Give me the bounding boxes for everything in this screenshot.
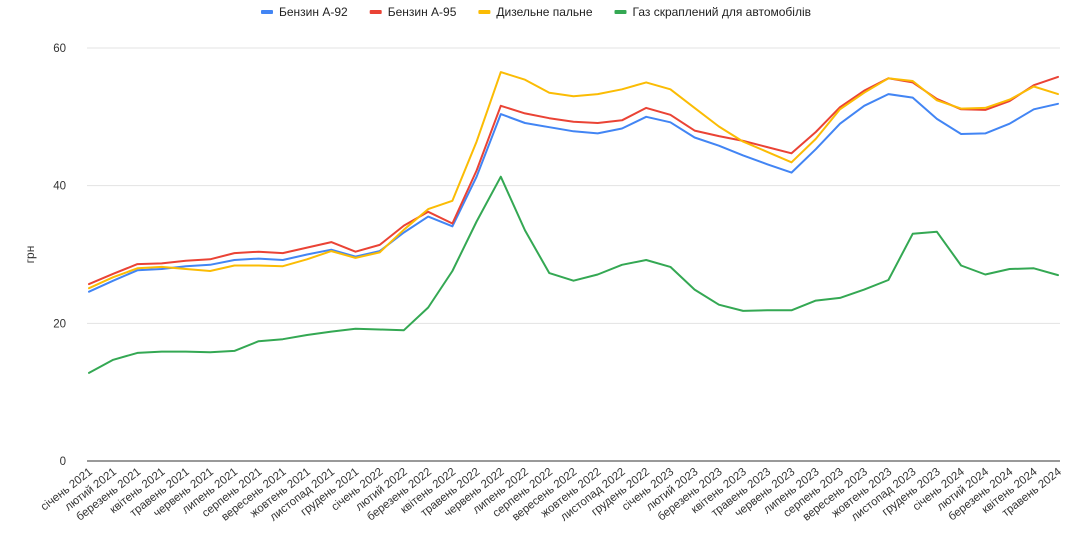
legend-label: Дизельне пальне bbox=[496, 5, 592, 19]
gridlines bbox=[87, 47, 1060, 324]
y-tick-label: 0 bbox=[60, 456, 66, 468]
y-axis-label: грн bbox=[23, 246, 37, 264]
legend-swatch bbox=[478, 10, 491, 14]
legend-swatch bbox=[261, 10, 273, 14]
legend-item-2: Дизельне пальне bbox=[478, 5, 593, 19]
series-line-1 bbox=[88, 75, 1059, 286]
series-line-2 bbox=[88, 71, 1059, 290]
legend-swatch bbox=[369, 10, 382, 14]
legend-label: Бензин А-92 bbox=[279, 5, 348, 19]
legend-item-1: Бензин А-95 bbox=[369, 5, 457, 19]
series-lines bbox=[88, 71, 1059, 374]
legend-swatch bbox=[614, 10, 627, 14]
series-line-3 bbox=[88, 175, 1059, 374]
series-line-0 bbox=[88, 93, 1059, 293]
y-tick-label: 20 bbox=[53, 318, 66, 330]
legend-label: Бензин А-95 bbox=[388, 5, 457, 19]
legend-item-0: Бензин А-92 bbox=[261, 5, 348, 19]
y-tick-label: 40 bbox=[53, 181, 66, 193]
y-tick-label: 60 bbox=[53, 43, 66, 55]
legend-item-3: Газ скраплений для автомобілів bbox=[614, 5, 812, 19]
legend: Бензин А-92 Бензин А-95 Дизельне пальне Газ… bbox=[261, 5, 811, 19]
y-axis-ticks: 0 20 40 60 bbox=[53, 43, 66, 468]
legend-label: Газ скраплений для автомобілів bbox=[633, 5, 812, 19]
